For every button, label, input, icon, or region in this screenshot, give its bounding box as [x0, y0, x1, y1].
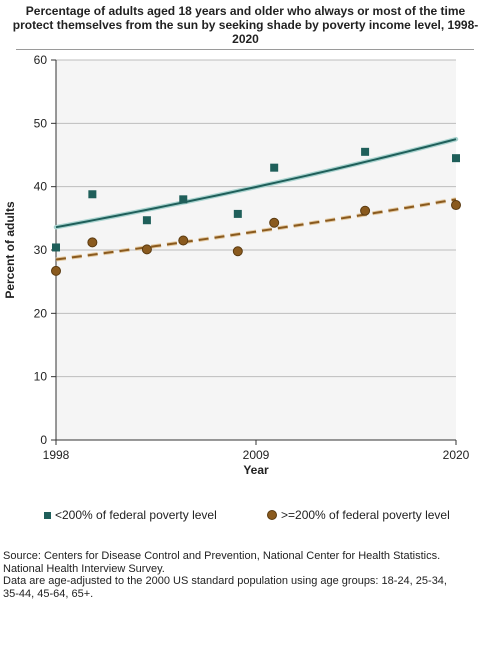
source-note: Source: Centers for Disease Control and …: [3, 550, 491, 600]
data-point-series-1: [451, 200, 461, 211]
y-tick-label: 30: [34, 243, 48, 257]
source-line: National Health Interview Survey.: [3, 562, 165, 575]
title-divider: [16, 49, 474, 50]
data-point-series-0: [52, 243, 60, 252]
legend-item-above-200: >=200% of federal poverty level: [267, 508, 450, 522]
source-line: Data are age-adjusted to the 2000 US sta…: [3, 575, 447, 587]
y-tick-label: 0: [40, 433, 47, 447]
y-tick-label: 40: [34, 180, 48, 194]
data-point-series-1: [269, 217, 280, 228]
x-axis-title: Year: [243, 463, 269, 477]
data-point-series-1: [360, 205, 371, 216]
chart-title-line: Percentage of adults aged 18 years and o…: [25, 4, 466, 18]
chart-title: Percentage of adults aged 18 years and o…: [0, 4, 491, 46]
legend-item-below-200: <200% of federal poverty level: [44, 508, 217, 522]
circle-marker-icon: [267, 510, 277, 520]
y-axis-title: Percent of adults: [3, 201, 17, 299]
data-point-series-1: [141, 244, 152, 255]
data-point-series-1: [178, 235, 189, 246]
y-tick-label: 10: [34, 370, 48, 384]
chart-title-line: 2020: [232, 32, 259, 46]
source-line: Source: Centers for Disease Control and …: [3, 550, 441, 562]
x-tick-label: 1998: [43, 448, 70, 462]
chart-title-line: protect themselves from the sun by seeki…: [12, 18, 479, 32]
chart-plot: 0 10 20 30 40 50 60 1998 2009 2020 Percent of adu…: [3, 53, 470, 477]
data-point-series-0: [361, 147, 370, 156]
trend-lines: [53, 136, 459, 262]
x-tick-label: 2009: [243, 448, 270, 462]
y-tick-label: 60: [34, 53, 48, 67]
y-tick-label: 50: [34, 116, 48, 130]
trend-line-series-1: [55, 198, 457, 261]
square-marker-icon: [44, 511, 51, 519]
axes: 0 10 20 30 40 50 60 1998 2009 2020: [34, 53, 470, 462]
data-points: [51, 147, 461, 276]
gridlines: [56, 59, 456, 378]
data-point-series-1: [51, 265, 61, 276]
source-line: 35-44, 45-64, 65+.: [3, 587, 94, 600]
data-point-series-0: [179, 195, 188, 204]
data-point-series-0: [88, 190, 97, 199]
x-tick-label: 2020: [443, 448, 470, 462]
data-point-series-1: [232, 246, 243, 257]
legend-label: >=200% of federal poverty level: [281, 508, 450, 522]
y-tick-label: 20: [34, 306, 48, 320]
trend-line-series-0: [55, 138, 457, 229]
legend-label: <200% of federal poverty level: [55, 508, 217, 522]
data-point-series-0: [142, 216, 151, 225]
data-point-series-0: [452, 154, 460, 163]
data-point-series-0: [270, 163, 279, 172]
data-point-series-1: [87, 237, 98, 248]
data-point-series-0: [233, 209, 242, 218]
